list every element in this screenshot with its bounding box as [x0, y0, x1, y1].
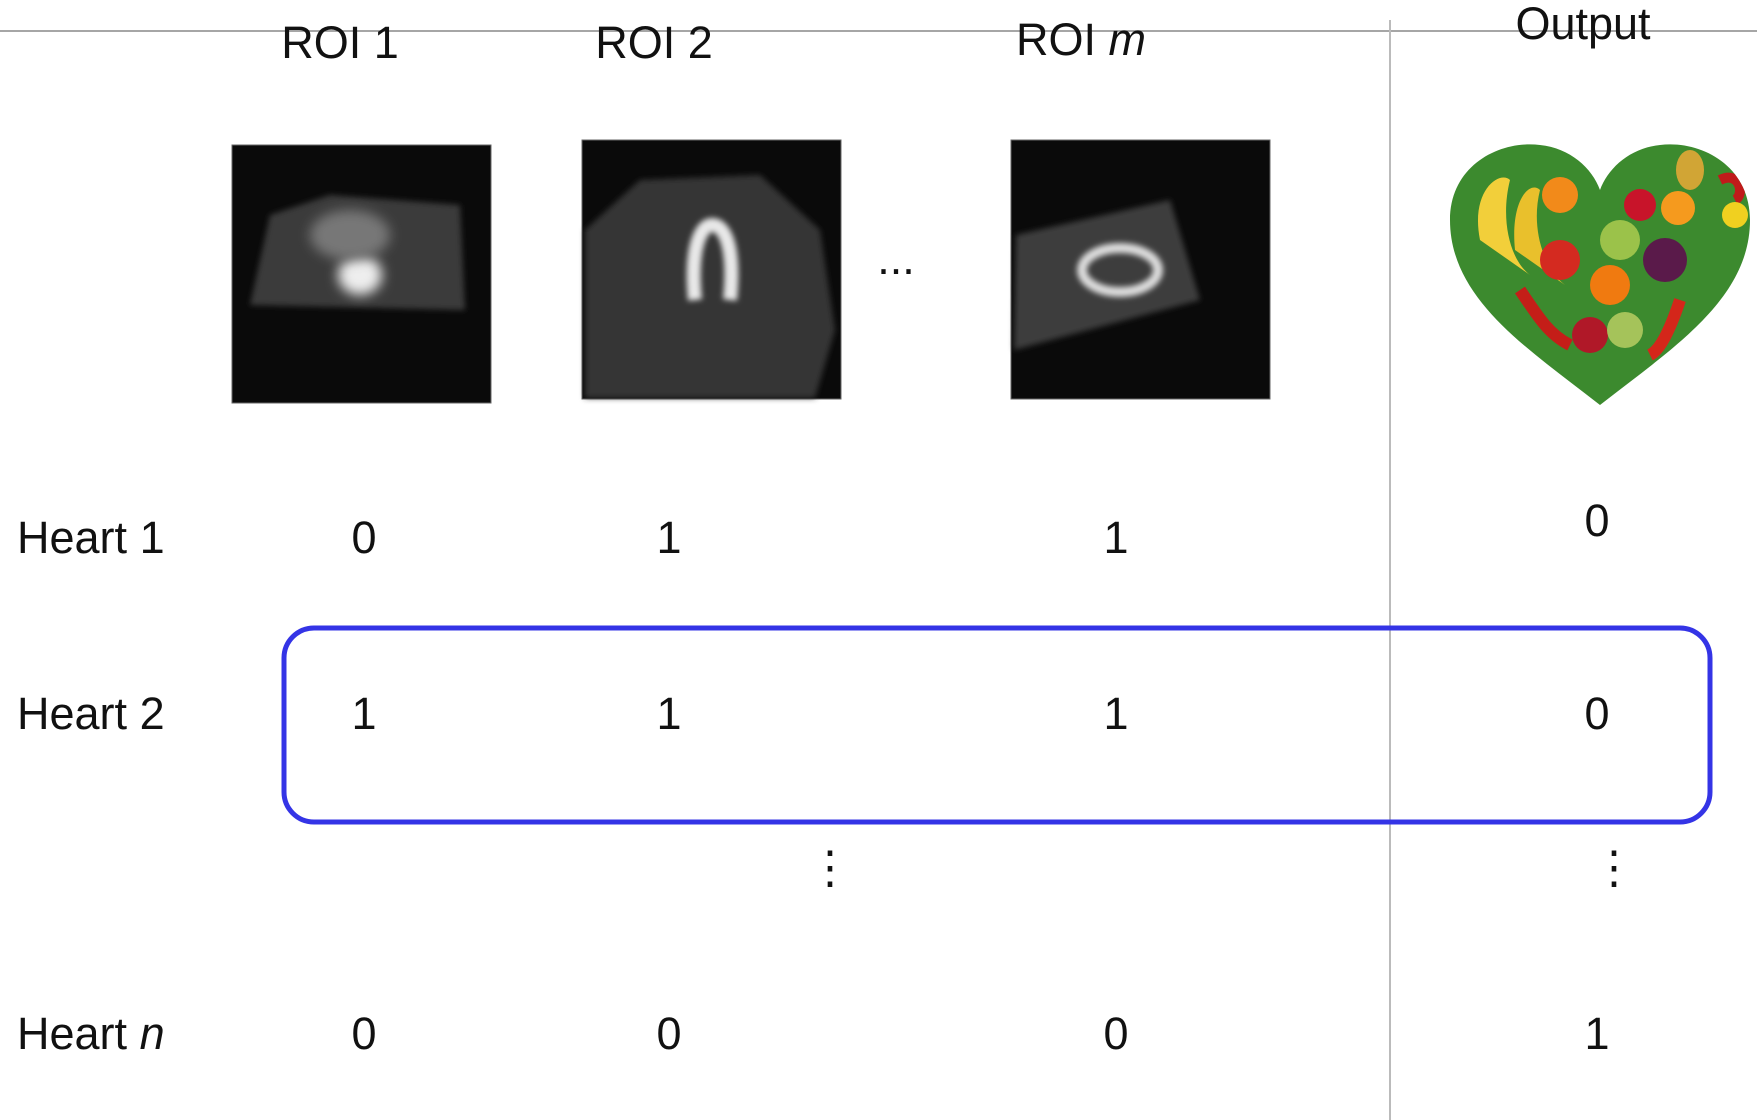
column-headers: ROI 1 ROI 2 ROI m Output	[281, 0, 1651, 68]
column-header: ROI m	[1016, 14, 1146, 65]
cell-value: 1	[1103, 688, 1128, 739]
output-value: 0	[1584, 495, 1609, 546]
row-prefix: Heart	[17, 512, 128, 563]
fruit-heart-image	[1450, 144, 1750, 405]
rows: Heart 1 0 1 1 0 Heart 2 1 1 1 0 Heart n 0 0 0 1	[17, 495, 1610, 1059]
column-header: ROI 2	[595, 17, 713, 68]
row-ellipsis: ⋮	[808, 842, 853, 893]
row-label: Heart n	[17, 1008, 165, 1059]
cell-value: 1	[656, 512, 681, 563]
column-header: ROI 1	[281, 17, 399, 68]
row-label: Heart 1	[17, 512, 165, 563]
cell-value: 0	[351, 512, 376, 563]
row-var: n	[140, 1008, 165, 1059]
cell-value: 0	[351, 1008, 376, 1059]
output-value: 0	[1584, 688, 1609, 739]
roi-image	[1011, 140, 1270, 399]
highlight-box	[284, 628, 1710, 822]
header-var: m	[1109, 14, 1147, 65]
cell-value: 1	[351, 688, 376, 739]
diagram: ROI 1 ROI 2 ROI m Output ...	[0, 0, 1757, 1120]
cell-value: 1	[1103, 512, 1128, 563]
cell-value: 1	[656, 688, 681, 739]
row-label: Heart 2	[17, 688, 165, 739]
row-prefix: Heart	[17, 688, 128, 739]
row-index: 1	[140, 512, 165, 563]
roi-image	[582, 140, 841, 399]
cell-value: 0	[656, 1008, 681, 1059]
column-ellipsis: ...	[877, 233, 915, 284]
row-prefix: Heart	[17, 1008, 128, 1059]
row-index: 2	[140, 688, 165, 739]
column-header: Output	[1515, 0, 1651, 49]
header-prefix: ROI	[1016, 14, 1096, 65]
roi-image	[232, 145, 491, 403]
output-value: 1	[1584, 1008, 1609, 1059]
cell-value: 0	[1103, 1008, 1128, 1059]
row-ellipsis: ⋮	[1592, 842, 1637, 893]
